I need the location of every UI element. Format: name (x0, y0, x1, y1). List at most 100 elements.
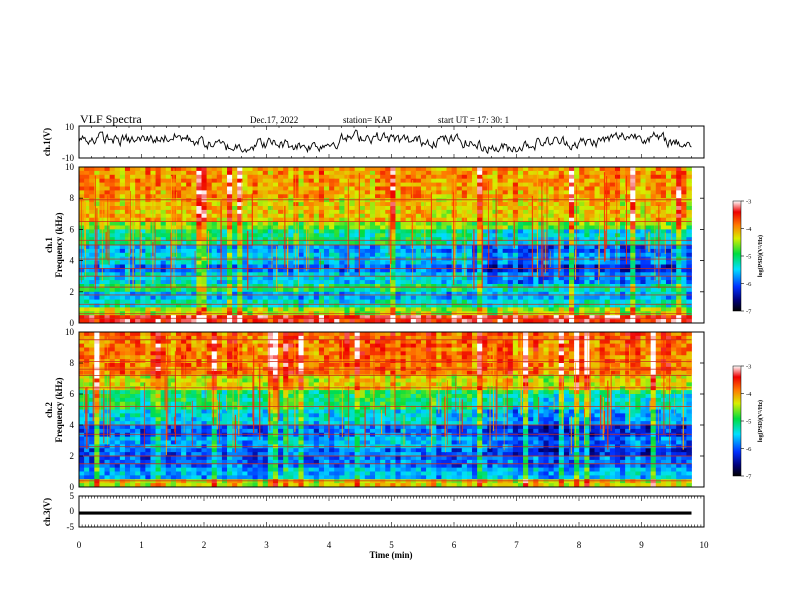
spectrogram-cell (538, 245, 544, 250)
spectrogram-cell (477, 217, 483, 222)
spectrogram-cell (135, 287, 141, 293)
spectrogram-cell (206, 303, 213, 308)
spectrogram-cell (420, 213, 427, 219)
spectrogram-cell (594, 319, 601, 324)
spectrogram-cell (175, 272, 182, 277)
spectrogram-cell (558, 170, 565, 176)
spectrogram-cell (431, 186, 437, 191)
spectrogram-cell (645, 248, 652, 254)
spectrogram-cell (456, 229, 463, 234)
spectrogram-cell (420, 307, 427, 312)
spectrogram-cell (410, 178, 417, 183)
spectrogram-cell (257, 241, 264, 246)
spectrogram-cell (415, 260, 422, 265)
spectrogram-cell (446, 221, 452, 226)
spectrogram-cell (614, 213, 621, 219)
spectrogram-cell (272, 170, 279, 176)
spectrogram-cell (599, 174, 606, 180)
spectrogram-cell (477, 186, 483, 191)
spectrogram-cell (119, 194, 126, 199)
spectrogram-cell (84, 186, 90, 191)
spectrogram-cell (497, 229, 504, 234)
spectrogram-cell (247, 248, 253, 254)
spectrogram-cell (227, 280, 233, 285)
spectrogram-cell (400, 284, 407, 289)
spectrogram-cell (650, 268, 657, 273)
spectrogram-cell (681, 291, 687, 297)
spectrogram-cell (334, 182, 340, 187)
spectrogram-cell (614, 315, 621, 320)
spectrogram-cell (472, 182, 478, 187)
spectrogram-cell (211, 280, 218, 285)
spectrogram-cell (175, 206, 182, 211)
spectrogram-cell (114, 303, 121, 308)
spectrogram-cell (375, 287, 381, 293)
spectrogram-cell (252, 280, 259, 285)
spectrogram-cell (625, 268, 631, 273)
spectrogram-cell (84, 245, 90, 250)
spectrogram-cell (303, 276, 310, 281)
spectrogram-cell (175, 225, 182, 230)
spectrogram-cell (150, 291, 156, 297)
spectrogram-cell (114, 276, 121, 281)
spectrogram-cell (497, 233, 504, 238)
spectrogram-cell (344, 194, 350, 199)
station-label: station= KAP (343, 115, 392, 125)
spectrogram-cell (533, 319, 539, 324)
spectrogram-cell (620, 291, 626, 297)
spectrogram-cell (349, 167, 356, 172)
spectrogram-cell (528, 186, 534, 191)
spectrogram-cell (89, 170, 95, 176)
spectrogram-cell (84, 291, 90, 297)
spectrogram-cell (569, 315, 575, 320)
spectrogram-cell (318, 229, 325, 234)
spectrogram-cell (380, 291, 386, 297)
spectrogram-cell (308, 303, 315, 308)
spectrogram-cell (599, 186, 606, 191)
spectrogram-cell (242, 202, 248, 207)
spectrogram-cell (288, 280, 294, 285)
spectrogram-cell (497, 209, 504, 215)
spectrogram-cell (84, 252, 90, 258)
spectrogram-cell (620, 233, 626, 238)
spectrogram-cell (650, 287, 657, 293)
spectrogram-cell (237, 209, 243, 215)
spectrogram-cell (267, 213, 274, 219)
spectrogram-cell (528, 276, 534, 281)
spectrogram-cell (553, 303, 560, 308)
spectrogram-cell (655, 291, 662, 297)
spectrogram-cell (558, 264, 565, 269)
spectrogram-cell (283, 217, 289, 222)
spectrogram-cell (303, 299, 310, 304)
spectrogram-cell (354, 260, 361, 265)
spectrogram-cell (109, 225, 116, 230)
spectrogram-cell (267, 268, 274, 273)
spectrogram-cell (609, 202, 616, 207)
spectrogram-cell (574, 233, 580, 238)
spectrogram-cell (579, 233, 585, 238)
spectrogram-cell (181, 245, 187, 250)
spectrogram-cell (645, 287, 652, 293)
spectrogram-cell (645, 245, 652, 250)
spectrogram-cell (517, 202, 524, 207)
spectrogram-cell (645, 182, 652, 187)
spectrogram-cell (140, 198, 146, 203)
spectrogram-cell (334, 202, 340, 207)
spectrogram-cell (431, 276, 437, 281)
spectrogram-cell (257, 284, 264, 289)
spectrogram-cell (569, 264, 575, 269)
spectrogram-cell (380, 315, 386, 320)
spectrogram-cell (99, 291, 105, 297)
spectrogram-cell (512, 295, 519, 300)
spectrogram-cell (548, 186, 555, 191)
spectrogram-cell (339, 295, 345, 300)
spectrogram-cell (344, 167, 350, 172)
spectrogram-cell (415, 284, 422, 289)
spectrogram-cell (232, 182, 238, 187)
spectrogram-cell (482, 272, 488, 277)
spectrogram-cell (206, 319, 213, 324)
spectrogram-cell (405, 264, 412, 269)
spectrogram-cell (293, 186, 299, 191)
spectrogram-cell (671, 248, 677, 254)
spectrogram-cell (400, 287, 407, 293)
